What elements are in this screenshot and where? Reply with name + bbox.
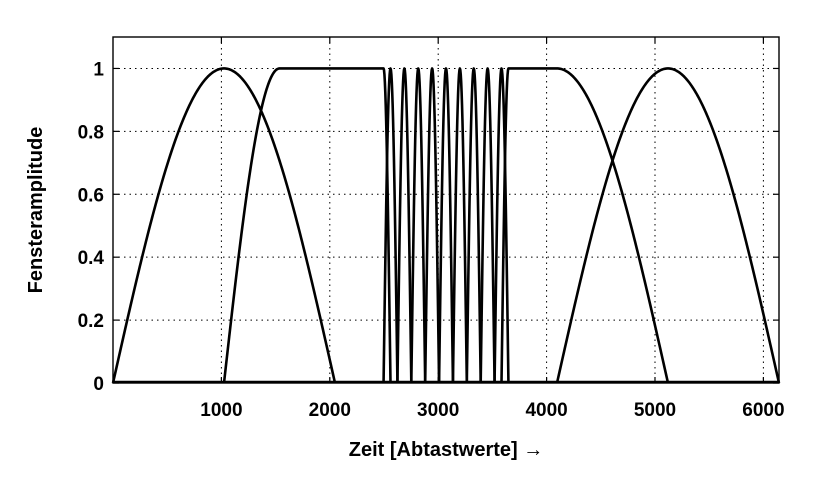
window-curve-7 <box>437 67 455 384</box>
grid-lines <box>113 37 779 383</box>
x-tick-label: 5000 <box>634 400 676 421</box>
plot-frame <box>112 36 780 384</box>
x-tick-label: 4000 <box>525 400 567 421</box>
window-curve-9 <box>465 67 482 384</box>
window-curve-5 <box>410 67 427 384</box>
window-curve-3 <box>382 67 399 384</box>
window-curve-13 <box>555 67 781 384</box>
window-curves <box>111 67 781 384</box>
x-tick-label: 6000 <box>742 400 784 421</box>
y-tick-label: 0 <box>93 374 104 395</box>
x-tick-labels: 1000 2000 3000 4000 5000 6000 <box>200 400 784 421</box>
window-curve-8 <box>451 67 469 384</box>
window-curve-10 <box>479 67 496 384</box>
tick-marks <box>113 37 779 384</box>
window-curve-2 <box>222 67 392 384</box>
window-curve-6 <box>423 67 441 384</box>
y-axis-label: Fensteramplitude <box>25 127 47 294</box>
y-tick-label: 0.4 <box>78 248 105 269</box>
window-curve-1 <box>111 67 337 384</box>
window-curve-4 <box>396 67 413 384</box>
y-tick-label: 0.8 <box>78 122 104 143</box>
x-tick-label: 1000 <box>200 400 242 421</box>
y-tick-label: 0.6 <box>78 185 104 206</box>
x-tick-label: 3000 <box>417 400 459 421</box>
x-axis-label: Zeit [Abtastwerte] → <box>349 439 543 461</box>
window-curve-12 <box>500 67 670 384</box>
x-tick-label: 2000 <box>309 400 351 421</box>
y-tick-label: 1 <box>93 59 104 80</box>
y-tick-labels: 0 0.2 0.4 0.6 0.8 1 <box>78 59 105 395</box>
y-tick-label: 0.2 <box>78 311 104 332</box>
window-curve-11 <box>493 67 510 384</box>
